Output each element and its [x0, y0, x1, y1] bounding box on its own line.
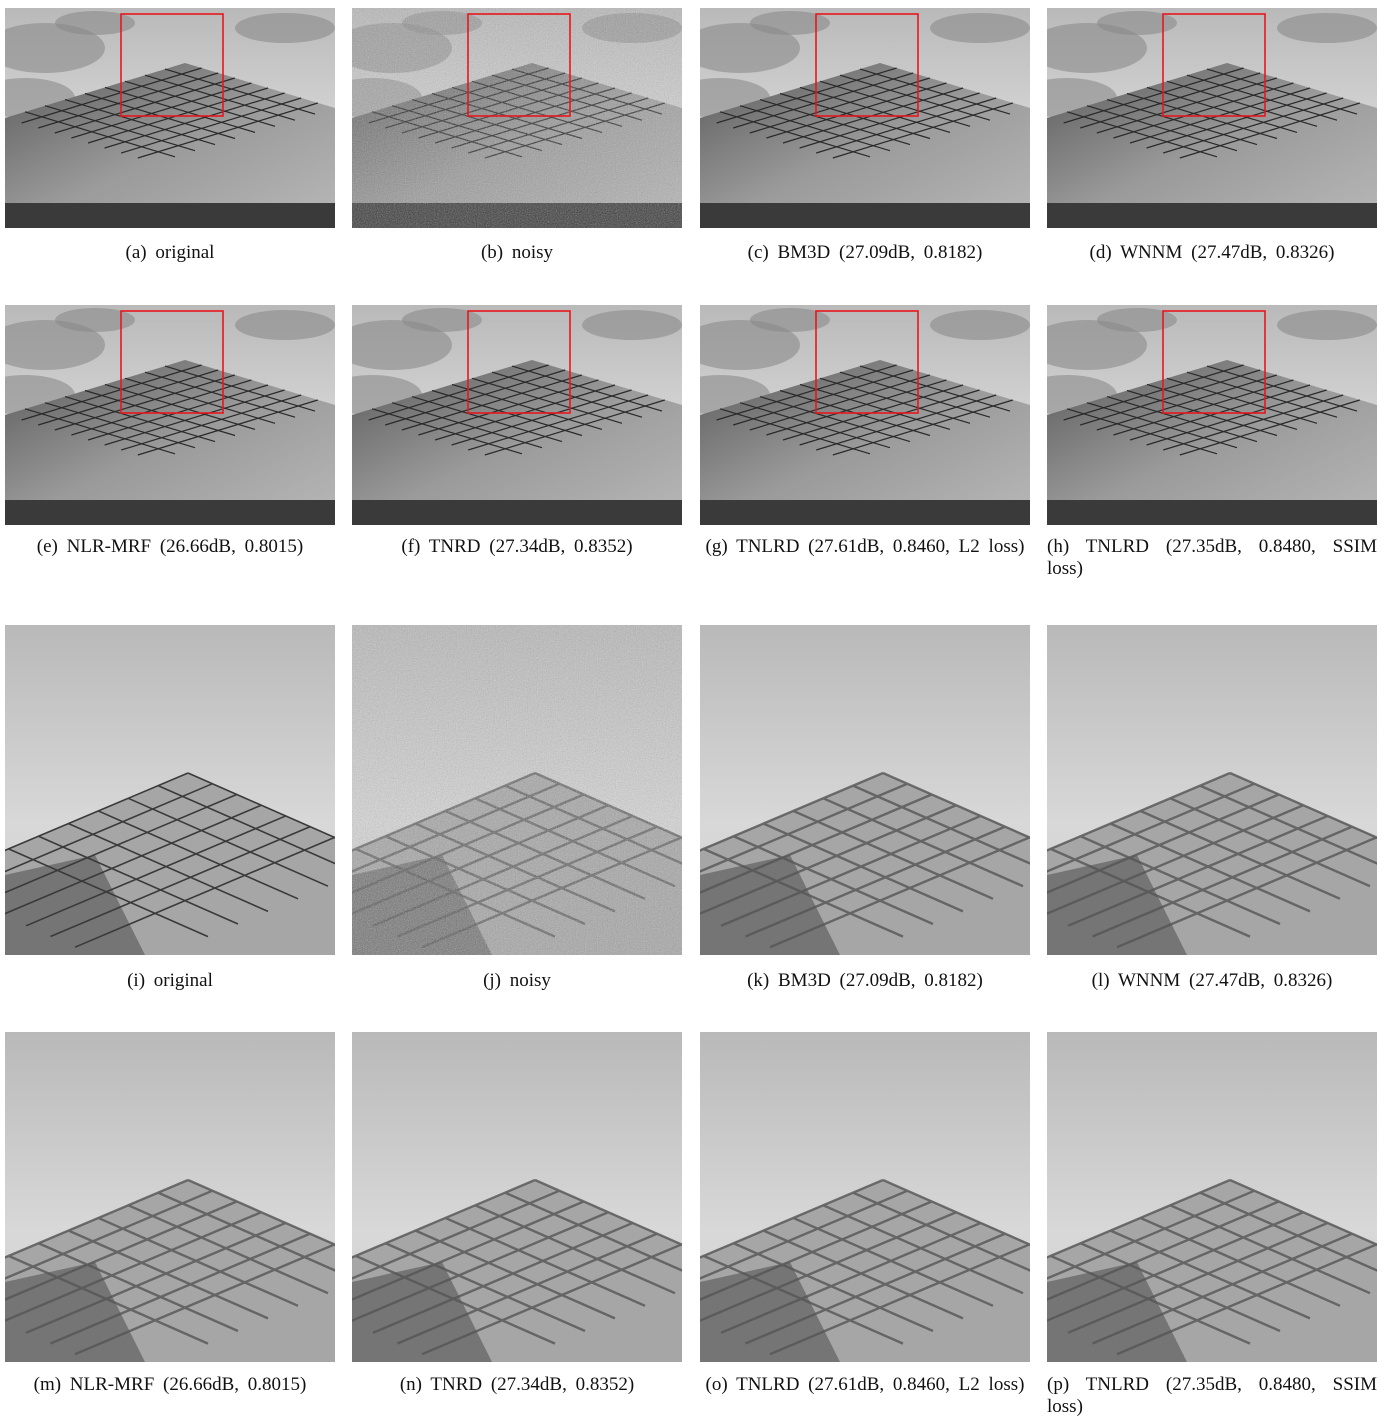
panel-image: [700, 305, 1030, 525]
panel-caption: (j) noisy: [352, 970, 682, 992]
panel-caption: (k) BM3D (27.09dB, 0.8182): [700, 970, 1030, 992]
panel-caption: (l) WNNM (27.47dB, 0.8326): [1047, 970, 1377, 992]
panel-caption: (p) TNLRD (27.35dB, 0.8480, SSIM loss): [1047, 1374, 1377, 1418]
base: [700, 203, 1030, 228]
panel-image: [1047, 8, 1377, 228]
base: [5, 203, 335, 228]
panel-caption: (a) original: [5, 242, 335, 264]
panel-image: [5, 1032, 335, 1362]
panel-caption: (g) TNLRD (27.61dB, 0.8460, L2 loss): [700, 536, 1030, 558]
panel-image: [5, 305, 335, 525]
panel-caption: (c) BM3D (27.09dB, 0.8182): [700, 242, 1030, 264]
base: [5, 500, 335, 525]
panel-image: [700, 8, 1030, 228]
panel-image: [5, 625, 335, 955]
panel-caption: (n) TNRD (27.34dB, 0.8352): [352, 1374, 682, 1396]
noise: [352, 625, 682, 955]
panel-caption: (m) NLR-MRF (26.66dB, 0.8015): [5, 1374, 335, 1396]
panel-caption: (b) noisy: [352, 242, 682, 264]
panel-image: [5, 8, 335, 228]
panel-image: [700, 625, 1030, 955]
noise: [352, 8, 682, 228]
cloud: [930, 310, 1030, 340]
panel-caption: (o) TNLRD (27.61dB, 0.8460, L2 loss): [700, 1374, 1030, 1396]
panel-image: [700, 1032, 1030, 1362]
figure: (a) original (b) noisy (c) BM3D (27.09dB, …: [0, 0, 1391, 1420]
cloud: [235, 310, 335, 340]
base: [700, 500, 1030, 525]
base: [1047, 500, 1377, 525]
cloud: [930, 13, 1030, 43]
panel-image: [352, 1032, 682, 1362]
panel-image: [1047, 1032, 1377, 1362]
panel-image: [1047, 305, 1377, 525]
panel-image: [1047, 625, 1377, 955]
panel-image: [352, 625, 682, 955]
cloud: [1277, 310, 1377, 340]
cloud: [1277, 13, 1377, 43]
panel-caption: (d) WNNM (27.47dB, 0.8326): [1047, 242, 1377, 264]
base: [352, 500, 682, 525]
base: [1047, 203, 1377, 228]
panel-image: [352, 305, 682, 525]
cloud: [235, 13, 335, 43]
panel-caption: (h) TNLRD (27.35dB, 0.8480, SSIM loss): [1047, 536, 1377, 580]
panel-image: [352, 8, 682, 228]
cloud: [582, 310, 682, 340]
panel-caption: (f) TNRD (27.34dB, 0.8352): [352, 536, 682, 558]
panel-caption: (e) NLR-MRF (26.66dB, 0.8015): [5, 536, 335, 558]
panel-caption: (i) original: [5, 970, 335, 992]
